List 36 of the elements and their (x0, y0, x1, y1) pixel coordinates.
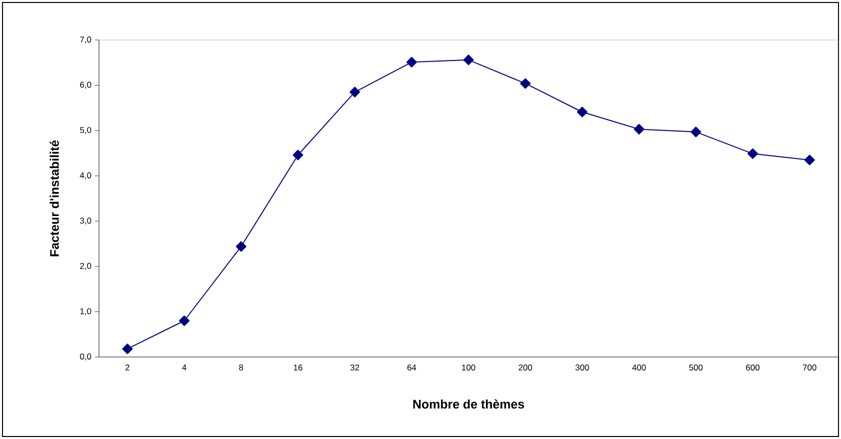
x-tick-label: 2 (126, 364, 130, 370)
point (463, 54, 474, 66)
point (178, 315, 190, 326)
x-tick-label: 500 (689, 364, 703, 370)
point (804, 154, 815, 166)
point (747, 148, 758, 159)
x-tick-label: 32 (350, 364, 360, 370)
x-tick-label: 300 (575, 364, 589, 370)
x-axis-title: Nombre de thèmes (413, 399, 524, 409)
x-tick-label: 400 (632, 364, 646, 370)
x-tick-label: 16 (294, 364, 302, 370)
y-tick-label: 6,0 (80, 82, 92, 89)
y-tick-label: 1,0 (80, 308, 92, 316)
x-tick-label: 8 (239, 364, 244, 370)
x-tick-label: 100 (462, 364, 476, 370)
y-tick-label: 5,0 (80, 127, 92, 134)
point (292, 150, 304, 160)
x-tick-label: 200 (518, 364, 532, 370)
point (520, 78, 531, 89)
y-tick-label: 7,0 (80, 36, 92, 44)
y-tick-label: 4,0 (80, 172, 92, 180)
point (350, 86, 360, 98)
point (406, 56, 417, 68)
y-tick-label: 0,0 (80, 353, 92, 360)
point (576, 106, 588, 118)
y-axis-title: Facteur d'instabilité (50, 140, 59, 256)
point (634, 124, 644, 134)
point (236, 241, 246, 252)
x-tick-label: 4 (182, 364, 186, 370)
x-tick-label: 600 (746, 364, 760, 370)
point (690, 126, 702, 138)
y-tick-label: 3,0 (80, 218, 92, 225)
point (122, 344, 133, 354)
x-tick-label: 64 (407, 364, 416, 370)
y-tick-label: 2,0 (80, 262, 92, 270)
x-tick-label: 700 (802, 364, 816, 370)
